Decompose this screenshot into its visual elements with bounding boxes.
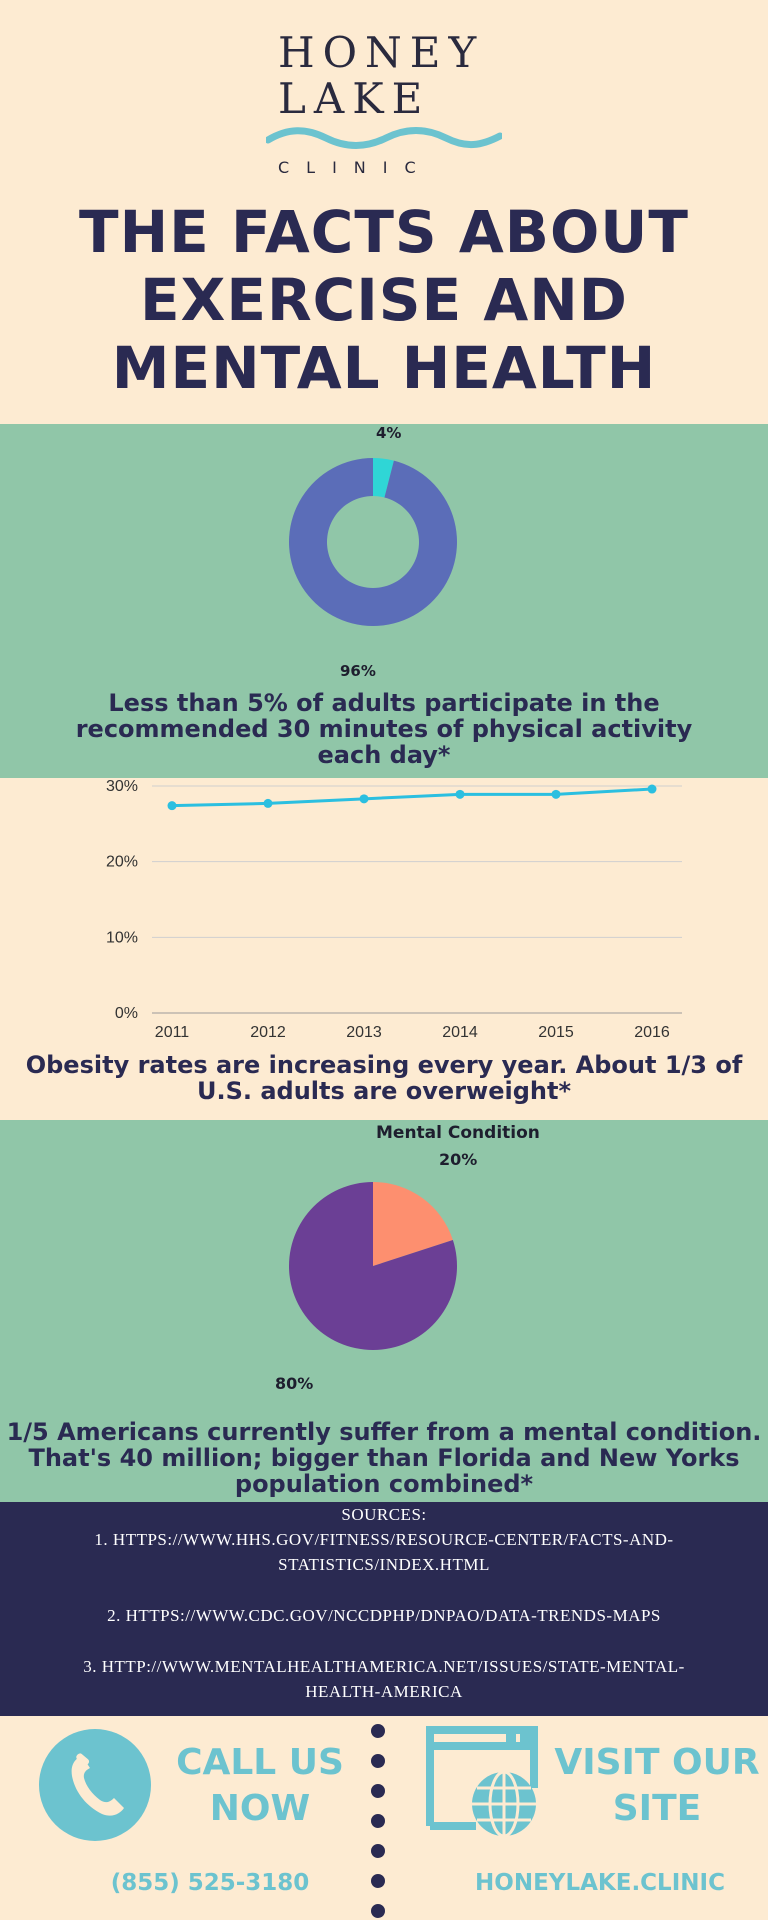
caption-line: U.S. adults are overweight* xyxy=(196,1077,572,1105)
divider-dot xyxy=(371,1814,385,1828)
source-link[interactable]: 2. HTTPS://WWW.CDC.GOV/NCCDPHP/DNPAO/DAT… xyxy=(107,1606,661,1625)
pie-label-small: 20% xyxy=(439,1150,478,1169)
y-tick-label: 10% xyxy=(106,929,138,946)
source-link[interactable]: 3. HTTP://WWW.MENTALHEALTHAMERICA.NET/IS… xyxy=(83,1657,685,1676)
x-tick-label: 2012 xyxy=(250,1024,286,1040)
pie-label-large: 80% xyxy=(275,1374,314,1393)
phone-number-link[interactable]: (855) 525-3180 xyxy=(110,1870,310,1896)
page-title: THE FACTS ABOUT EXERCISE AND MENTAL HEAL… xyxy=(20,198,748,402)
source-link[interactable]: HEALTH-AMERICA xyxy=(305,1682,463,1701)
globe-browser-icon[interactable] xyxy=(422,1726,542,1838)
brand-name-clinic: CLINIC xyxy=(278,158,433,177)
call-us-line: CALL US xyxy=(176,1742,344,1783)
y-tick-label: 0% xyxy=(115,1005,138,1022)
obesity-line-chart: 0% 10% 20% 30% 2011 2012 2013 2014 2015 2016 xyxy=(106,778,682,1040)
data-point xyxy=(551,789,561,799)
data-point xyxy=(359,794,369,804)
y-tick-label: 30% xyxy=(106,778,138,795)
pie-title: Mental Condition xyxy=(376,1123,540,1143)
donut-label-large: 96% xyxy=(340,662,376,680)
caption-line: population combined* xyxy=(234,1470,534,1498)
sources-list: SOURCES: 1. HTTPS://WWW.HHS.GOV/FITNESS/… xyxy=(0,1502,768,1716)
page-title-line: EXERCISE AND xyxy=(140,266,628,334)
brand-logo: HONEY LAKE CLINIC xyxy=(0,0,768,420)
page-title-line: MENTAL HEALTH xyxy=(111,334,657,402)
x-tick-label: 2011 xyxy=(155,1024,190,1040)
visit-site-line: SITE xyxy=(612,1788,702,1829)
wave-icon xyxy=(266,127,502,149)
data-point xyxy=(167,801,177,811)
divider-dot xyxy=(371,1754,385,1768)
visit-site-text[interactable]: VISIT OUR SITE xyxy=(554,1740,760,1832)
caption-line: Obesity rates are increasing every year.… xyxy=(25,1051,743,1079)
caption-line: Less than 5% of adults participate in th… xyxy=(108,689,660,717)
stat-mental-band: Mental Condition 20% 80% 1/5 Americans c… xyxy=(0,1120,768,1502)
caption-line: That's 40 million; bigger than Florida a… xyxy=(28,1444,740,1472)
sources-band xyxy=(0,1502,768,1716)
x-tick-label: 2015 xyxy=(538,1024,574,1040)
sources-heading: SOURCES: xyxy=(341,1505,427,1524)
y-tick-label: 20% xyxy=(106,854,138,871)
data-point xyxy=(455,789,465,799)
donut-slice xyxy=(373,458,394,498)
page-title-line: THE FACTS ABOUT xyxy=(79,198,689,266)
data-point xyxy=(263,798,273,808)
donut-slice xyxy=(288,458,457,626)
divider-dot xyxy=(371,1844,385,1858)
stat-obesity-band: 0% 10% 20% 30% 2011 2012 2013 2014 2015 2016 Obes… xyxy=(0,778,768,1120)
pie-slice xyxy=(373,1182,453,1266)
header-band: HONEY LAKE CLINIC THE FACTS ABOUT EXERCI… xyxy=(0,0,768,424)
x-tick-label: 2013 xyxy=(346,1024,382,1040)
series-line xyxy=(171,787,653,808)
obesity-caption: Obesity rates are increasing every year.… xyxy=(0,1052,768,1104)
mental-pie-chart xyxy=(288,1182,457,1350)
stat-activity-band: 4% 96% Less than 5% of adults participat… xyxy=(0,424,768,778)
divider-dot xyxy=(371,1784,385,1798)
caption-line: recommended 30 minutes of physical activ… xyxy=(75,715,693,743)
activity-caption: Less than 5% of adults participate in th… xyxy=(0,690,768,768)
cta-band: CALL US NOW VISIT OUR SITE ( xyxy=(0,1716,768,1920)
website-link[interactable]: HONEYLAKE.CLINIC xyxy=(475,1870,725,1896)
call-us-line: NOW xyxy=(209,1788,311,1829)
data-point xyxy=(647,784,657,794)
phone-icon[interactable] xyxy=(38,1728,152,1842)
x-tick-label: 2016 xyxy=(634,1024,670,1040)
divider-dot xyxy=(371,1874,385,1888)
mental-caption: 1/5 Americans currently suffer from a me… xyxy=(0,1419,768,1497)
divider-dot xyxy=(371,1724,385,1738)
source-link[interactable]: 1. HTTPS://WWW.HHS.GOV/FITNESS/RESOURCE-… xyxy=(94,1530,674,1549)
brand-name-honey: HONEY xyxy=(278,28,485,77)
source-link[interactable]: STATISTICS/INDEX.HTML xyxy=(278,1555,490,1574)
brand-name-lake: LAKE xyxy=(278,74,431,123)
caption-line: each day* xyxy=(317,741,451,769)
pie-slice xyxy=(288,1182,457,1350)
divider-dot xyxy=(371,1904,385,1918)
caption-line: 1/5 Americans currently suffer from a me… xyxy=(6,1418,762,1446)
donut-label-small: 4% xyxy=(376,424,402,442)
call-us-text[interactable]: CALL US NOW xyxy=(170,1740,350,1832)
visit-site-line: VISIT OUR xyxy=(554,1742,760,1783)
activity-donut-chart xyxy=(288,458,457,626)
x-tick-label: 2014 xyxy=(442,1024,478,1040)
